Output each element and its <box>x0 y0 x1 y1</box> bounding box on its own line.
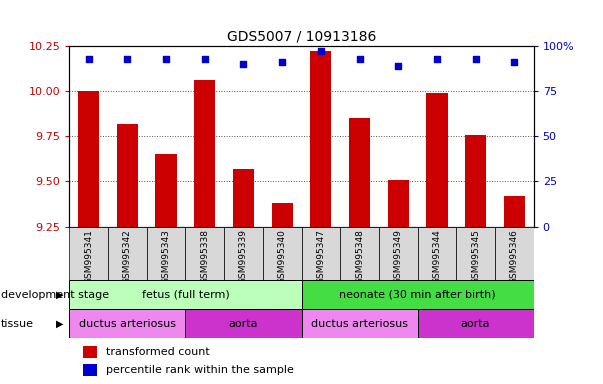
Bar <box>69 280 302 309</box>
Bar <box>78 91 99 227</box>
Bar <box>271 203 293 227</box>
Text: fetus (full term): fetus (full term) <box>142 290 229 300</box>
Text: ductus arteriosus: ductus arteriosus <box>311 318 408 329</box>
Bar <box>156 154 177 227</box>
Bar <box>495 227 534 280</box>
Point <box>510 59 519 65</box>
Bar <box>426 93 447 227</box>
Text: tissue: tissue <box>1 318 34 329</box>
Text: GSM995346: GSM995346 <box>510 229 519 284</box>
Point <box>316 48 326 55</box>
Text: percentile rank within the sample: percentile rank within the sample <box>107 365 294 375</box>
Point <box>471 56 481 62</box>
Point <box>122 56 132 62</box>
Bar <box>147 227 186 280</box>
Text: GSM995345: GSM995345 <box>471 229 480 284</box>
Point <box>200 56 210 62</box>
Point <box>84 56 93 62</box>
Bar <box>83 346 97 358</box>
Text: transformed count: transformed count <box>107 347 210 357</box>
Bar <box>302 280 534 309</box>
Text: ductus arteriosus: ductus arteriosus <box>79 318 176 329</box>
Point <box>432 56 442 62</box>
Point <box>355 56 364 62</box>
Text: neonate (30 min after birth): neonate (30 min after birth) <box>339 290 496 300</box>
Bar <box>233 169 254 227</box>
Text: GSM995342: GSM995342 <box>123 229 132 284</box>
Bar <box>194 80 215 227</box>
Bar <box>456 227 495 280</box>
Text: GSM995347: GSM995347 <box>317 229 326 284</box>
Text: aorta: aorta <box>229 318 258 329</box>
Text: aorta: aorta <box>461 318 490 329</box>
Text: ▶: ▶ <box>56 290 63 300</box>
Point <box>393 63 403 69</box>
Text: GSM995341: GSM995341 <box>84 229 93 284</box>
Title: GDS5007 / 10913186: GDS5007 / 10913186 <box>227 30 376 43</box>
Bar <box>302 309 417 338</box>
Text: GSM995339: GSM995339 <box>239 229 248 284</box>
Bar <box>349 118 370 227</box>
Text: GSM995343: GSM995343 <box>162 229 171 284</box>
Bar <box>388 180 409 227</box>
Bar <box>340 227 379 280</box>
Bar <box>417 309 534 338</box>
Text: development stage: development stage <box>1 290 109 300</box>
Bar <box>302 227 340 280</box>
Text: GSM995338: GSM995338 <box>200 229 209 284</box>
Text: GSM995340: GSM995340 <box>277 229 286 284</box>
Bar <box>83 364 97 376</box>
Text: GSM995344: GSM995344 <box>432 229 441 284</box>
Bar <box>186 227 224 280</box>
Bar <box>263 227 302 280</box>
Text: GSM995349: GSM995349 <box>394 229 403 284</box>
Bar <box>465 134 486 227</box>
Bar <box>69 227 108 280</box>
Text: ▶: ▶ <box>56 318 63 329</box>
Bar <box>310 51 332 227</box>
Bar <box>224 227 263 280</box>
Point <box>277 59 287 65</box>
Point <box>161 56 171 62</box>
Bar <box>69 309 186 338</box>
Bar <box>117 124 138 227</box>
Bar <box>108 227 147 280</box>
Point <box>239 61 248 67</box>
Bar <box>379 227 417 280</box>
Bar <box>186 309 302 338</box>
Text: GSM995348: GSM995348 <box>355 229 364 284</box>
Bar <box>417 227 456 280</box>
Bar <box>504 196 525 227</box>
